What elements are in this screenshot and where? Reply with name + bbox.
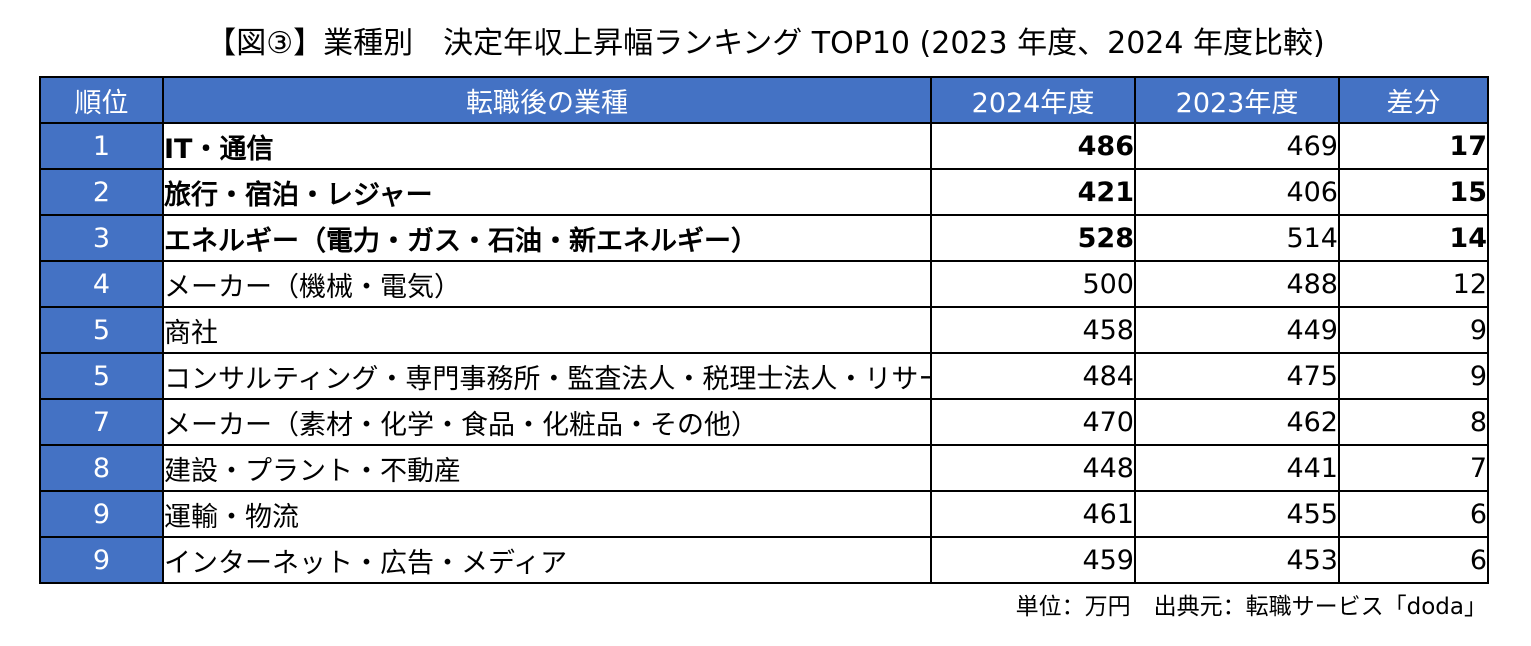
value-2024-cell: 500	[930, 260, 1136, 308]
diff-cell: 6	[1338, 536, 1489, 584]
column-header-industry: 転職後の業種	[162, 76, 932, 124]
value-2024-cell: 486	[930, 122, 1136, 170]
value-2024-cell: 484	[930, 352, 1136, 400]
diff-cell: 14	[1338, 214, 1489, 262]
value-2023-cell: 488	[1134, 260, 1340, 308]
value-2024-cell: 459	[930, 536, 1136, 584]
diff-cell: 6	[1338, 490, 1489, 538]
industry-cell: 運輸・物流	[162, 490, 932, 538]
table-body: 1 IT・通信 486 469 17 2 旅行・宿泊・レジャー 421 406 15 3 エネルギー（…	[39, 122, 1489, 584]
industry-cell: 建設・プラント・不動産	[162, 444, 932, 492]
rank-cell: 2	[39, 168, 164, 216]
rank-cell: 3	[39, 214, 164, 262]
table-row: 9 運輸・物流 461 455 6	[39, 490, 1489, 538]
table-row: 2 旅行・宿泊・レジャー 421 406 15	[39, 168, 1489, 216]
rank-cell: 9	[39, 536, 164, 584]
industry-cell: 商社	[162, 306, 932, 354]
diff-cell: 8	[1338, 398, 1489, 446]
rank-cell: 5	[39, 352, 164, 400]
table-header-row: 順位 転職後の業種 2024年度 2023年度 差分	[39, 76, 1489, 124]
table-row: 7 メーカー（素材・化学・食品・化粧品・その他） 470 462 8	[39, 398, 1489, 446]
industry-cell: IT・通信	[162, 122, 932, 170]
value-2024-cell: 528	[930, 214, 1136, 262]
page-title: 【図③】業種別 決定年収上昇幅ランキング TOP10 (2023 年度、2024…	[206, 26, 1325, 61]
diff-cell: 15	[1338, 168, 1489, 216]
rank-cell: 9	[39, 490, 164, 538]
industry-cell: 旅行・宿泊・レジャー	[162, 168, 932, 216]
diff-cell: 9	[1338, 352, 1489, 400]
value-2024-cell: 470	[930, 398, 1136, 446]
column-header-diff: 差分	[1338, 76, 1489, 124]
value-2024-cell: 461	[930, 490, 1136, 538]
value-2023-cell: 514	[1134, 214, 1340, 262]
industry-cell: メーカー（機械・電気）	[162, 260, 932, 308]
ranking-table: 順位 転職後の業種 2024年度 2023年度 差分 1 IT・通信 486 469 1…	[39, 76, 1489, 584]
value-2023-cell: 453	[1134, 536, 1340, 584]
industry-cell: メーカー（素材・化学・食品・化粧品・その他）	[162, 398, 932, 446]
value-2023-cell: 455	[1134, 490, 1340, 538]
rank-cell: 5	[39, 306, 164, 354]
value-2023-cell: 462	[1134, 398, 1340, 446]
table-row: 8 建設・プラント・不動産 448 441 7	[39, 444, 1489, 492]
rank-cell: 8	[39, 444, 164, 492]
diff-cell: 12	[1338, 260, 1489, 308]
value-2023-cell: 406	[1134, 168, 1340, 216]
value-2024-cell: 458	[930, 306, 1136, 354]
value-2023-cell: 469	[1134, 122, 1340, 170]
value-2023-cell: 449	[1134, 306, 1340, 354]
table-row: 1 IT・通信 486 469 17	[39, 122, 1489, 170]
table-row: 5 コンサルティング・専門事務所・監査法人・税理士法人・リサーチ 484 475 9	[39, 352, 1489, 400]
industry-cell: エネルギー（電力・ガス・石油・新エネルギー）	[162, 214, 932, 262]
unit-source-note: 単位：万円 出典元：転職サービス「doda」	[1015, 594, 1487, 620]
industry-cell: インターネット・広告・メディア	[162, 536, 932, 584]
value-2024-cell: 448	[930, 444, 1136, 492]
diff-cell: 7	[1338, 444, 1489, 492]
rank-cell: 4	[39, 260, 164, 308]
diff-cell: 17	[1338, 122, 1489, 170]
table-row: 5 商社 458 449 9	[39, 306, 1489, 354]
value-2024-cell: 421	[930, 168, 1136, 216]
table-row: 9 インターネット・広告・メディア 459 453 6	[39, 536, 1489, 584]
column-header-rank: 順位	[39, 76, 164, 124]
table-row: 3 エネルギー（電力・ガス・石油・新エネルギー） 528 514 14	[39, 214, 1489, 262]
rank-cell: 1	[39, 122, 164, 170]
value-2023-cell: 475	[1134, 352, 1340, 400]
table-row: 4 メーカー（機械・電気） 500 488 12	[39, 260, 1489, 308]
rank-cell: 7	[39, 398, 164, 446]
industry-cell: コンサルティング・専門事務所・監査法人・税理士法人・リサーチ	[162, 352, 932, 400]
value-2023-cell: 441	[1134, 444, 1340, 492]
column-header-2023: 2023年度	[1134, 76, 1340, 124]
diff-cell: 9	[1338, 306, 1489, 354]
column-header-2024: 2024年度	[930, 76, 1136, 124]
